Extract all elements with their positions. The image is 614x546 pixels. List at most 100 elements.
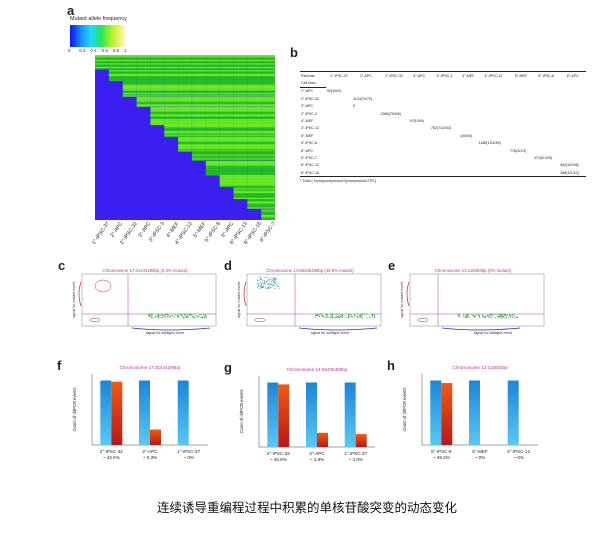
table-header-cell: 2°-iPSC-32 — [379, 71, 409, 80]
wildtype-droplet — [464, 313, 466, 315]
wildtype-droplet — [167, 316, 169, 318]
heatmap-row — [261, 217, 275, 219]
wildtype-bar — [100, 380, 112, 445]
heatmap-row — [150, 107, 275, 109]
heatmap-row — [261, 209, 275, 211]
table-header-cell: 4°-iPSC-12 — [477, 71, 510, 80]
table-cell-empty — [559, 110, 586, 117]
mutant-droplet — [271, 284, 273, 286]
wildtype-droplet — [465, 315, 467, 317]
table-cell-empty — [379, 140, 408, 147]
wildtype-droplet — [166, 313, 168, 315]
heatmap-row — [205, 165, 275, 168]
negative-cluster — [417, 318, 429, 323]
bar-category-note: ~ 42.5% — [103, 455, 120, 460]
heatmap-row — [233, 195, 275, 197]
mutant-droplet — [276, 284, 278, 286]
wildtype-droplet — [336, 316, 338, 318]
wildtype-droplet — [497, 316, 499, 318]
table-cell-empty — [509, 110, 533, 117]
mutant-droplet — [277, 282, 279, 284]
color-scale-bar — [70, 25, 126, 47]
table-cell-empty — [326, 125, 352, 132]
bar-category-label: 2°-iPSC-32 — [267, 451, 290, 456]
heatmap-row — [164, 129, 275, 132]
wildtype-droplet — [202, 313, 205, 315]
mutant-bar — [355, 434, 367, 447]
heatmap-row — [261, 212, 275, 214]
heatmap-row — [150, 111, 275, 114]
wildtype-droplet — [193, 316, 195, 319]
heatmap-row — [219, 183, 275, 185]
wildtype-bar — [267, 382, 279, 447]
wildtype-droplet — [509, 314, 511, 316]
table-row: 6°-APC 776(3/1/3) — [300, 147, 586, 154]
wildtype-droplet — [474, 315, 476, 317]
heatmap-row — [150, 121, 275, 123]
heatmap-row — [95, 55, 275, 57]
table-cell-empty — [478, 147, 509, 154]
heatmap-row — [205, 171, 275, 174]
table-cell-empty — [533, 132, 560, 139]
table-cell-empty — [409, 154, 430, 161]
mutant-droplet — [272, 285, 274, 287]
heatmap-row — [122, 83, 275, 85]
bar-chart-f: Chromosome 17:31444295bp Count of ddPCR e… — [68, 360, 218, 480]
wildtype-droplet — [163, 315, 165, 317]
heatmap-row — [150, 122, 275, 124]
wildtype-droplet — [457, 315, 459, 317]
wildtype-droplet — [466, 316, 468, 318]
heatmap-row — [178, 141, 275, 144]
wildtype-droplet — [498, 313, 500, 315]
table-cell-empty — [379, 103, 408, 110]
table-cell-empty — [509, 132, 533, 139]
table-cell-empty — [459, 117, 478, 124]
wildtype-droplet — [326, 315, 328, 317]
wildtype-droplet — [323, 317, 325, 319]
wildtype-droplet — [189, 314, 191, 316]
mutant-droplet — [256, 278, 258, 280]
table-cell-empty — [459, 140, 478, 147]
heatmap-row — [150, 108, 275, 110]
table-cell-empty — [477, 169, 510, 178]
wildtype-droplet — [318, 316, 320, 318]
wildtype-bar — [177, 380, 189, 445]
table-cell-empty — [379, 125, 408, 132]
table-cell-empty — [559, 117, 586, 124]
wildtype-droplet — [171, 315, 173, 317]
wildtype-droplet — [174, 314, 176, 316]
wildtype-droplet — [191, 316, 194, 318]
wildtype-droplet — [494, 317, 496, 319]
heatmap-row — [178, 140, 275, 142]
heatmap-column-labels: 1°-iPSC-37 2°-APC 2°-iPSC-32 3°-APC 3°-iPSC-… — [80, 220, 290, 260]
wildtype-droplet — [149, 315, 151, 317]
mutant-droplet — [278, 287, 280, 289]
heatmap-row — [108, 71, 275, 73]
wildtype-droplet — [463, 315, 465, 318]
wildtype-droplet — [188, 316, 190, 318]
table-cell-value: 1134(70/72) — [353, 96, 373, 101]
table-row-label: 3°-iPSC-3 — [301, 111, 318, 116]
bar-chart-svg: Chromosome 13:116004bp Count of ddPCR eve… — [402, 365, 538, 460]
wildtype-droplet — [315, 314, 317, 316]
wildtype-droplet — [158, 315, 160, 317]
mutant-droplet — [278, 285, 280, 287]
table-cell-empty — [352, 140, 379, 147]
mutation-heatmap — [95, 55, 275, 220]
panel-label-d: d — [224, 258, 232, 273]
heatmap-row — [178, 138, 275, 140]
table-cell-empty — [409, 95, 430, 102]
wildtype-droplet — [153, 316, 155, 318]
wildtype-droplet — [340, 314, 342, 317]
wildtype-droplet — [155, 315, 157, 317]
wildtype-bar — [139, 380, 150, 445]
mutant-droplet — [273, 284, 275, 286]
table-cell-empty — [352, 147, 379, 154]
wildtype-droplet — [325, 316, 327, 318]
wildtype-droplet — [322, 315, 325, 318]
wildtype-droplet — [350, 315, 352, 317]
table-cell-value: 1186(13/1/89) — [478, 141, 501, 146]
heatmap-row — [219, 181, 275, 183]
bar-category-note: ~ 0.3% — [143, 455, 157, 460]
legend-tick-label: 1 — [124, 48, 127, 53]
